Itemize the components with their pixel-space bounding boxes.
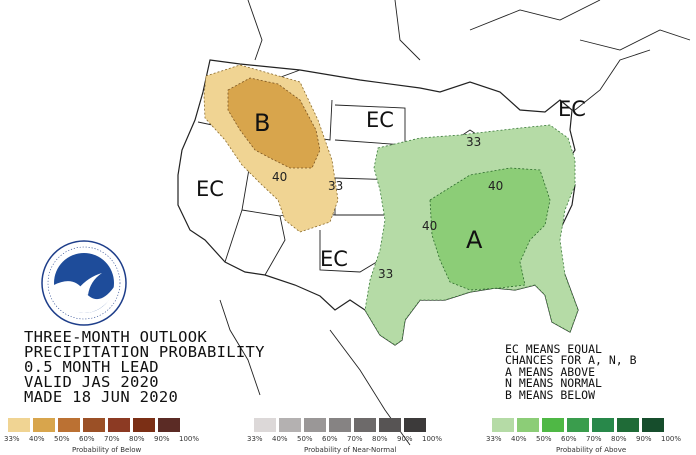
normal-scale-tick: 90% bbox=[397, 435, 413, 443]
title-block: THREE-MONTH OUTLOOK PRECIPITATION PROBABI… bbox=[24, 328, 265, 406]
below-scale-tick: 60% bbox=[79, 435, 95, 443]
key-line-1: EC MEANS EQUAL bbox=[505, 342, 602, 356]
ec-label-northwest: EC bbox=[196, 177, 224, 201]
above-scale-tick: 100% bbox=[661, 435, 682, 443]
above-40-area bbox=[429, 167, 551, 291]
above-scale-tick: 50% bbox=[536, 435, 552, 443]
below-scale-tick: 50% bbox=[54, 435, 70, 443]
above-scale-tick: 33% bbox=[486, 435, 502, 443]
normal-scale-label: Probability of Near-Normal bbox=[304, 446, 397, 454]
contour-label-below-40: 40 bbox=[272, 170, 287, 184]
below-scale-tick: 100% bbox=[179, 435, 200, 443]
below-scale-swatch bbox=[33, 418, 55, 432]
normal-scale-tick: 70% bbox=[347, 435, 363, 443]
ec-label-north-plains: EC bbox=[366, 108, 394, 132]
below-scale-swatch bbox=[133, 418, 155, 432]
below-scale-swatch bbox=[108, 418, 130, 432]
above-scale-swatch bbox=[517, 418, 539, 432]
above-scale-tick: 60% bbox=[561, 435, 577, 443]
above-scale-swatch bbox=[567, 418, 589, 432]
normal-scale-swatch bbox=[254, 418, 276, 432]
above-scale-swatch bbox=[642, 418, 664, 432]
key-line-4: N MEANS NORMAL bbox=[505, 376, 602, 391]
contour-label-below-33: 33 bbox=[328, 179, 343, 193]
below-scale-label: Probability of Below bbox=[72, 446, 142, 454]
below-label: B bbox=[254, 109, 270, 137]
below-scale-swatch bbox=[83, 418, 105, 432]
above-scale-tick: 80% bbox=[611, 435, 627, 443]
noaa-logo bbox=[41, 240, 127, 326]
title-line-1: THREE-MONTH OUTLOOK bbox=[24, 328, 208, 346]
below-scale-tick: 40% bbox=[29, 435, 45, 443]
below-scale-ticks: 33% 40% 50% 60% 70% 80% 90% 100% bbox=[4, 435, 204, 443]
key-line-2: CHANCES FOR A, N, B bbox=[505, 353, 637, 368]
contour-label-above-33-north: 33 bbox=[466, 135, 481, 149]
below-color-scale bbox=[8, 418, 183, 432]
contour-label-above-40-south: 40 bbox=[422, 219, 437, 233]
title-line-4: VALID JAS 2020 bbox=[24, 373, 159, 391]
below-scale-tick: 90% bbox=[154, 435, 170, 443]
above-scale-tick: 40% bbox=[511, 435, 527, 443]
contour-label-above-40-east: 40 bbox=[488, 179, 503, 193]
ec-label-northeast: EC bbox=[558, 97, 586, 121]
below-scale-tick: 80% bbox=[129, 435, 145, 443]
title-line-3: 0.5 MONTH LEAD bbox=[24, 358, 159, 376]
key-line-3: A MEANS ABOVE bbox=[505, 364, 596, 379]
below-40-area bbox=[227, 77, 321, 169]
contour-label-above-33-south: 33 bbox=[378, 267, 393, 281]
normal-scale-tick: 80% bbox=[372, 435, 388, 443]
normal-scale-swatch bbox=[354, 418, 376, 432]
below-scale-tick: 33% bbox=[4, 435, 20, 443]
below-scale-swatch bbox=[8, 418, 30, 432]
above-scale-swatch bbox=[617, 418, 639, 432]
above-scale-swatch bbox=[592, 418, 614, 432]
normal-scale-swatch bbox=[379, 418, 401, 432]
normal-scale-swatch bbox=[304, 418, 326, 432]
title-line-2: PRECIPITATION PROBABILITY bbox=[24, 343, 265, 361]
key-line-5: B MEANS BELOW bbox=[505, 387, 596, 402]
normal-scale-swatch bbox=[329, 418, 351, 432]
normal-scale-tick: 50% bbox=[297, 435, 313, 443]
below-scale-swatch bbox=[58, 418, 80, 432]
above-color-scale bbox=[492, 418, 667, 432]
normal-scale-tick: 100% bbox=[422, 435, 443, 443]
normal-scale-swatch bbox=[279, 418, 301, 432]
above-scale-tick: 70% bbox=[586, 435, 602, 443]
above-scale-ticks: 33% 40% 50% 60% 70% 80% 90% 100% bbox=[486, 435, 686, 443]
above-scale-label: Probability of Above bbox=[556, 446, 627, 454]
normal-scale-tick: 60% bbox=[322, 435, 338, 443]
normal-scale-ticks: 33% 40% 50% 60% 70% 80% 90% 100% bbox=[247, 435, 447, 443]
normal-scale-swatch bbox=[404, 418, 426, 432]
normal-scale-tick: 40% bbox=[272, 435, 288, 443]
normal-scale-tick: 33% bbox=[247, 435, 263, 443]
above-label: A bbox=[466, 226, 483, 254]
ec-label-south: EC bbox=[320, 247, 348, 271]
above-scale-tick: 90% bbox=[636, 435, 652, 443]
below-scale-swatch bbox=[158, 418, 180, 432]
normal-color-scale bbox=[254, 418, 429, 432]
below-scale-tick: 70% bbox=[104, 435, 120, 443]
title-line-5: MADE 18 JUN 2020 bbox=[24, 388, 179, 406]
above-scale-swatch bbox=[542, 418, 564, 432]
above-scale-swatch bbox=[492, 418, 514, 432]
